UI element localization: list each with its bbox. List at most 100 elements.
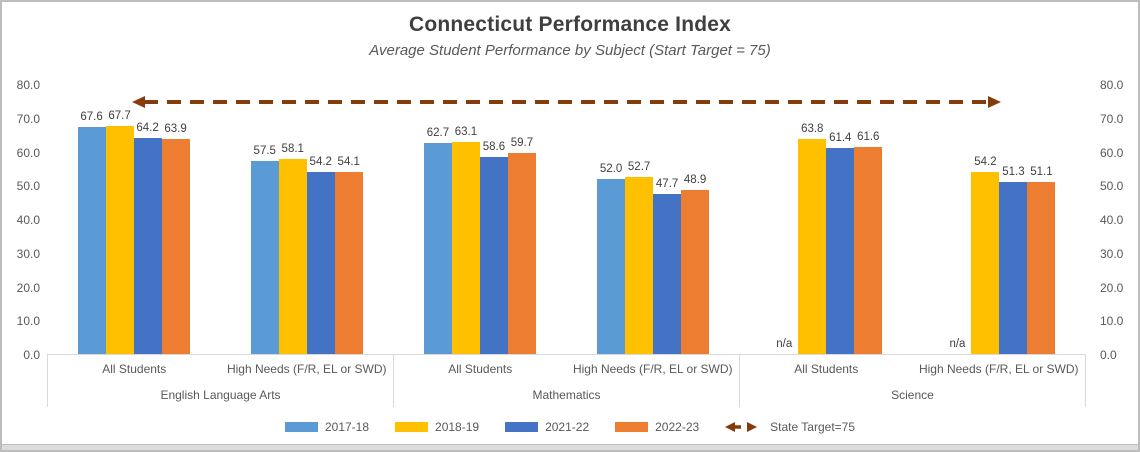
bar-value-label: 54.2	[309, 155, 332, 168]
bar-value-label: 47.7	[655, 177, 679, 190]
bar-2021-22: 47.7	[653, 178, 682, 354]
chart-subtitle: Average Student Performance by Subject (…	[369, 42, 771, 59]
bar-2017-18: 52.0	[597, 163, 626, 354]
y-axis-tick-left: 0.0	[23, 348, 40, 362]
bar-value-label: n/a	[776, 338, 793, 350]
y-axis-tick-left: 80.0	[16, 78, 40, 92]
bar-value-label: 51.3	[1002, 165, 1025, 178]
legend-item-state-target: State Target=75	[725, 420, 855, 434]
bar-2022-23: 59.7	[507, 137, 536, 354]
y-axis-tick-right: 40.0	[1100, 213, 1124, 227]
bar-2021-22: 58.6	[479, 141, 508, 354]
bar-value-label: 54.1	[337, 156, 360, 169]
legend-label: 2017-18	[324, 420, 370, 434]
bar-2018-19: 63.1	[451, 126, 480, 354]
bar-2021-22: 64.2	[133, 122, 162, 354]
bar-value-label: 59.7	[510, 137, 534, 150]
bar-2022-23: 61.6	[854, 131, 883, 354]
bar-2017-18: 67.6	[77, 111, 106, 354]
bar-group: 67.6 67.7 64.2 63.9	[47, 85, 220, 354]
bar-value-label: 51.1	[1030, 166, 1053, 179]
bar-value-label: 54.2	[974, 155, 997, 168]
target-arrow-left-icon	[131, 95, 145, 108]
legend: 2017-18 2018-19 2021-22 2022-23 State Target…	[2, 420, 1138, 434]
category-label: All Students	[794, 361, 859, 376]
y-axis-tick-left: 40.0	[16, 213, 40, 227]
bar-2018-19: 58.1	[278, 143, 307, 354]
legend-label: 2018-19	[435, 420, 480, 434]
bar-value-label: 67.6	[80, 110, 103, 123]
bar-value-label: 58.1	[281, 142, 304, 155]
y-axis-tick-right: 70.0	[1100, 111, 1124, 126]
bar-value-label: 63.1	[454, 125, 478, 138]
bar-value-label: 64.2	[136, 122, 159, 135]
bar-group: 57.5 58.1 54.2 54.1	[220, 85, 393, 354]
bar-value-label: 57.5	[253, 144, 276, 157]
legend-item-2018-19: 2018-19	[395, 420, 479, 434]
bottom-strip	[2, 444, 1138, 450]
bar-value-label: 61.6	[857, 130, 880, 143]
bar-2021-22: 54.2	[306, 156, 335, 354]
bar-group: 62.7 63.1 58.6 59.7	[393, 85, 566, 354]
bar-value-label: 52.7	[627, 160, 651, 173]
bar-2018-19: 63.8	[798, 123, 827, 354]
y-axis-tick-right: 20.0	[1100, 280, 1124, 295]
bar-value-label: 61.4	[829, 131, 852, 144]
legend-swatch-icon	[615, 422, 649, 432]
legend-label: State Target=75	[770, 420, 856, 434]
bar-2021-22: 51.3	[999, 166, 1028, 354]
y-axis-tick-left: 20.0	[16, 280, 40, 295]
bar-2021-22: 61.4	[826, 132, 855, 354]
bar-2017-18: 57.5	[250, 145, 279, 354]
bar-value-label: 67.7	[108, 110, 131, 123]
legend-swatch-icon	[505, 422, 539, 432]
legend-swatch-icon	[284, 422, 318, 432]
bar-2022-23: 48.9	[681, 174, 710, 354]
bar-group: n/a 63.8 61.4 61.6	[740, 85, 913, 354]
legend-item-2017-18: 2017-18	[284, 420, 370, 434]
y-axis-tick-right: 10.0	[1100, 314, 1124, 329]
bar-2018-19: 67.7	[105, 110, 134, 354]
category-label: High Needs (F/R, EL or SWD)	[572, 361, 733, 376]
chart-header: Connecticut Performance Index Average St…	[2, 2, 1138, 59]
y-axis-tick-right: 80.0	[1100, 78, 1124, 92]
bar-value-label: 58.6	[482, 140, 506, 153]
category-label: High Needs (F/R, EL or SWD)	[226, 361, 387, 376]
target-arrow-right-icon	[988, 95, 1002, 108]
bar-2022-23: 51.1	[1027, 166, 1056, 354]
plot-area: 67.6 67.7 64.2 63.9 57.5 58.1 54.2 54.1 62.7 63.1…	[47, 85, 1086, 355]
y-axis-tick-right: 50.0	[1100, 179, 1124, 194]
y-axis-right: 80.0 70.0 60.0 50.0 40.0 30.0 20.0 10.0 0.0	[1086, 78, 1138, 362]
chart-title: Connecticut Performance Index	[408, 13, 732, 36]
bar-value-label: 48.9	[683, 173, 707, 186]
target-line	[131, 95, 1002, 108]
y-axis-tick-left: 10.0	[16, 314, 40, 329]
y-axis-left: 80.0 70.0 60.0 50.0 40.0 30.0 20.0 10.0 0.0	[2, 78, 47, 362]
bar-value-label: 52.0	[599, 163, 623, 176]
bar-value-label: 63.9	[164, 123, 187, 136]
bar-2022-23: 54.1	[334, 156, 363, 354]
bar-2018-19: 54.2	[971, 156, 1000, 354]
bar-value-label: 63.8	[801, 123, 824, 136]
bar-group: n/a 54.2 51.3 51.1	[913, 85, 1086, 354]
y-axis-tick-left: 30.0	[16, 246, 40, 261]
bar-groups: 67.6 67.7 64.2 63.9 57.5 58.1 54.2 54.1 62.7 63.1…	[47, 85, 1086, 354]
category-axis: All Students High Needs (F/R, EL or SWD) E…	[47, 355, 1086, 407]
y-axis-tick-right: 30.0	[1100, 246, 1124, 261]
double-arrow-icon	[725, 422, 758, 432]
bar-value-label: 62.7	[426, 127, 450, 140]
bar-group: 52.0 52.7 47.7 48.9	[567, 85, 740, 354]
subject-label: Mathematics	[532, 387, 601, 402]
bar-2017-18: 62.7	[423, 127, 452, 354]
chart-area: 80.0 70.0 60.0 50.0 40.0 30.0 20.0 10.0 0.0 67.6…	[2, 78, 1138, 407]
y-axis-tick-left: 60.0	[16, 145, 40, 160]
legend-item-2022-23: 2022-23	[615, 420, 699, 434]
y-axis-tick-left: 50.0	[16, 179, 40, 194]
category-label: All Students	[102, 361, 167, 376]
subject-label: English Language Arts	[160, 387, 281, 402]
y-axis-tick-left: 70.0	[16, 111, 40, 126]
subject-cell: All Students High Needs (F/R, EL or SWD) M…	[394, 355, 740, 407]
category-label: All Students	[448, 361, 513, 376]
subject-label: Science	[891, 387, 934, 402]
